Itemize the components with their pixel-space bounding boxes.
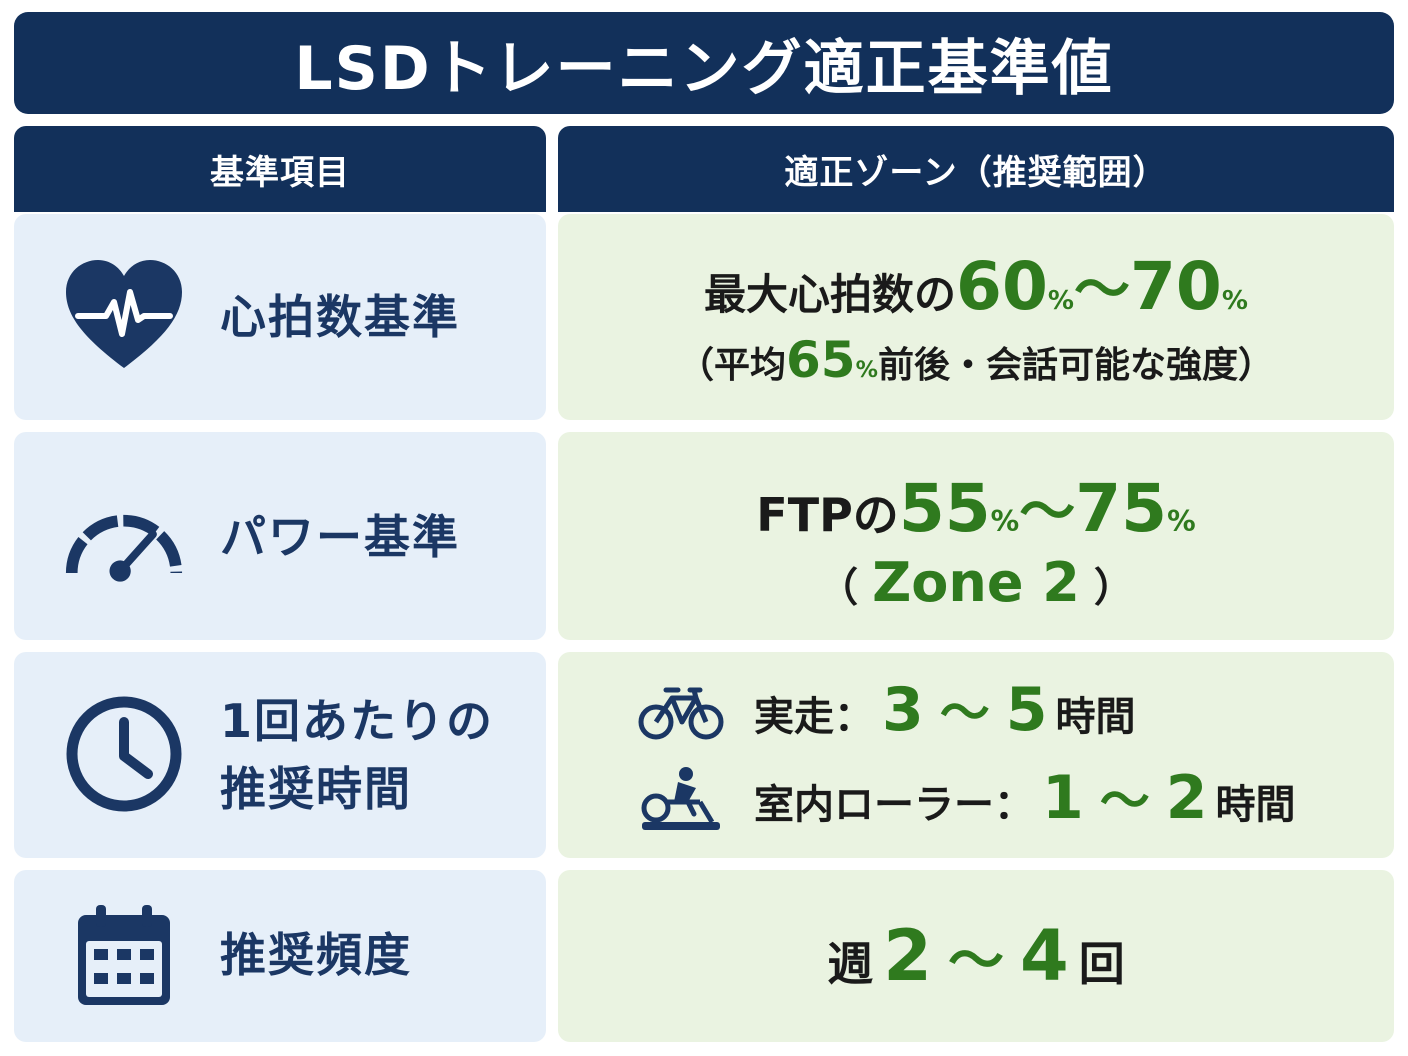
power-sep: 〜 [1019,480,1076,545]
row-heart-rate-value-cell: 最大心拍数の60%〜70% （平均65%前後・会話可能な強度） [558,214,1394,420]
power-prefix: FTPの [756,488,899,542]
heart-rate-note-rest: 前後・会話可能な強度） [877,345,1274,386]
frequency-max: 4 [1020,915,1069,997]
power-zone: （ Zone 2 ） [558,550,1394,621]
indoor-ride-min: 1 [1042,762,1084,833]
power-range: FTPの55%〜75% [558,474,1394,557]
outdoor-ride-max: 5 [1005,674,1048,745]
row-label-frequency: 推奨頻度 [220,928,412,982]
heart-rate-note-open: （平均 [678,345,787,386]
outdoor-ride-sep: 〜 [939,683,990,742]
row-power-value-cell: FTPの55%〜75% （Zone 2） [558,432,1394,640]
header-criteria: 基準項目 [14,126,546,212]
indoor-trainer-icon [638,766,724,836]
row-frequency-label-cell: 推奨頻度 [14,870,546,1042]
power-min: 55 [898,470,991,547]
heart-rate-sep: 〜 [1074,258,1130,323]
outdoor-ride-label: 実走： [754,693,874,740]
row-label-heart-rate: 心拍数基準 [220,290,460,344]
row-frequency-value-cell: 週 2 〜 4 回 [558,870,1394,1042]
indoor-ride-label: 室内ローラー： [754,781,1034,828]
calendar-icon [64,896,184,1016]
power-zone-open: （ [818,565,859,611]
clock-icon [64,694,184,814]
frequency-min: 2 [883,915,932,997]
outdoor-ride-line: 実走： 3 〜 5 時間 [638,674,1136,748]
row-power-label-cell: パワー基準 [14,432,546,640]
heart-rate-max-unit: % [1221,286,1248,316]
outdoor-ride-unit: 時間 [1055,693,1136,740]
frequency-prefix: 週 [827,937,874,991]
heart-rate-range: 最大心拍数の60%〜70% [558,252,1394,336]
indoor-ride-max: 2 [1165,762,1208,833]
frequency-range: 週 2 〜 4 回 [558,916,1394,1004]
row-heart-rate-label-cell: 心拍数基準 [14,214,546,420]
heart-rate-min: 60 [956,248,1048,325]
row-label-duration-line2: 推奨時間 [220,762,412,816]
row-duration-value-cell: 実走： 3 〜 5 時間 室内ローラー： 1 〜 2 時間 [558,652,1394,858]
frequency-sep: 〜 [948,929,1004,994]
indoor-ride-sep: 〜 [1099,771,1150,830]
heart-rate-note: （平均65%前後・会話可能な強度） [558,332,1394,398]
power-zone-value: Zone 2 [872,551,1080,614]
speedometer-icon [64,482,184,602]
heart-rate-avg-unit: % [855,357,878,383]
title-bar: LSDトレーニング適正基準値 [14,12,1394,114]
heart-rate-max: 70 [1130,248,1222,325]
power-zone-close: ） [1093,565,1134,611]
indoor-ride-line: 室内ローラー： 1 〜 2 時間 [638,762,1296,836]
row-label-power: パワー基準 [220,510,460,564]
heart-rate-min-unit: % [1047,286,1074,316]
indoor-ride-unit: 時間 [1215,781,1296,828]
power-max-unit: % [1167,505,1196,538]
heart-rate-prefix: 最大心拍数の [704,270,957,319]
power-max: 75 [1075,470,1168,547]
power-min-unit: % [990,505,1020,538]
row-duration-label-cell: 1回あたりの 推奨時間 [14,652,546,858]
page-title: LSDトレーニング適正基準値 [294,33,1114,104]
outdoor-ride-min: 3 [882,674,924,745]
header-zone: 適正ゾーン（推奨範囲） [558,126,1394,212]
row-label-duration-line1: 1回あたりの [220,694,495,748]
heart-rate-avg: 65 [786,331,856,389]
frequency-unit: 回 [1078,937,1125,991]
bicycle-icon [638,680,724,746]
heart-pulse-icon [64,256,184,376]
